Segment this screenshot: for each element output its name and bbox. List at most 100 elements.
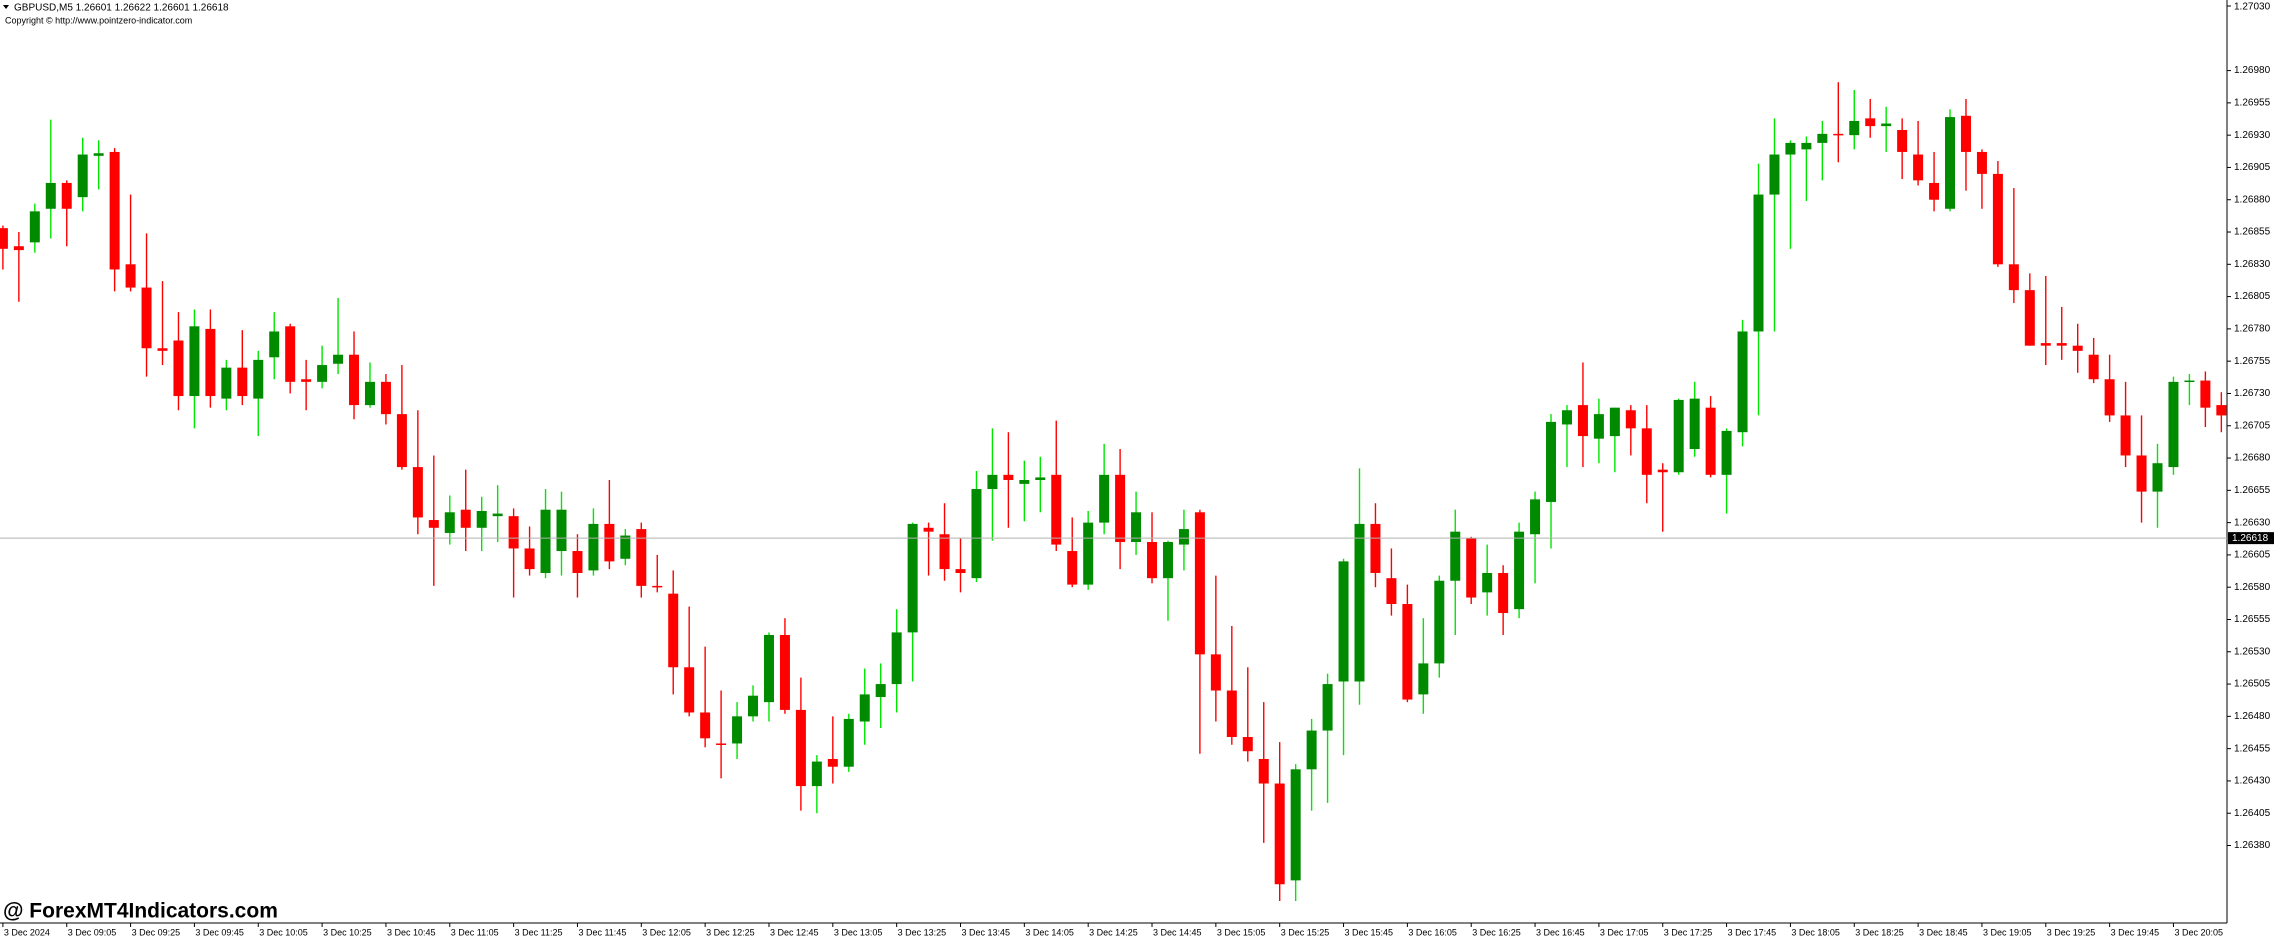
candle-body bbox=[1976, 151, 1987, 174]
candle-body bbox=[2088, 354, 2099, 380]
candle-body bbox=[1561, 410, 1572, 425]
x-tick-label: 3 Dec 13:25 bbox=[898, 927, 947, 937]
candle-body bbox=[588, 523, 599, 571]
candle-body bbox=[1178, 529, 1189, 545]
y-tick-label: 1.26855 bbox=[2234, 227, 2271, 238]
candle-body bbox=[253, 359, 264, 399]
y-tick-label: 1.26680 bbox=[2234, 453, 2271, 464]
candle-body bbox=[1290, 769, 1301, 881]
candle-body bbox=[1849, 120, 1860, 136]
candle-body bbox=[237, 367, 248, 397]
candle-body bbox=[205, 328, 216, 397]
candle-body bbox=[301, 379, 312, 382]
candle-body bbox=[1881, 123, 1892, 127]
x-tick-label: 3 Dec 16:05 bbox=[1408, 927, 1457, 937]
candle-body bbox=[364, 381, 375, 406]
x-tick-label: 3 Dec 14:45 bbox=[1153, 927, 1202, 937]
y-tick-label: 1.26730 bbox=[2234, 388, 2271, 399]
x-tick-label: 3 Dec 09:25 bbox=[132, 927, 181, 937]
watermark: @ ForexMT4Indicators.com bbox=[3, 900, 278, 923]
candle-body bbox=[13, 246, 24, 251]
candle-body bbox=[1992, 173, 2003, 265]
x-tick-label: 3 Dec 09:45 bbox=[195, 927, 244, 937]
candle-body bbox=[77, 154, 88, 198]
candle-body bbox=[1593, 414, 1604, 439]
candle-body bbox=[716, 743, 727, 745]
y-tick-label: 1.26980 bbox=[2234, 65, 2271, 76]
candle-body bbox=[189, 326, 200, 397]
candle-body bbox=[1514, 531, 1525, 610]
candle-body bbox=[827, 758, 838, 767]
candle-body bbox=[1226, 690, 1237, 738]
candle-body bbox=[572, 551, 583, 573]
candle-body bbox=[29, 211, 40, 243]
x-tick-label: 3 Dec 16:25 bbox=[1472, 927, 1521, 937]
candle-body bbox=[875, 684, 886, 697]
candle-body bbox=[2056, 343, 2067, 346]
candle-body bbox=[604, 523, 615, 562]
x-tick-label: 3 Dec 16:45 bbox=[1536, 927, 1585, 937]
candle-body bbox=[1577, 405, 1588, 437]
x-tick-label: 3 Dec 17:25 bbox=[1664, 927, 1713, 937]
copyright: Copyright © http://www.pointzero-indicat… bbox=[5, 15, 192, 25]
x-tick-label: 3 Dec 12:05 bbox=[642, 927, 691, 937]
candle-body bbox=[2136, 455, 2147, 492]
candle-body bbox=[1945, 117, 1956, 209]
candle-body bbox=[1067, 551, 1078, 585]
candle-body bbox=[396, 414, 407, 468]
candle-body bbox=[1865, 118, 1876, 127]
x-tick-label: 3 Dec 12:45 bbox=[770, 927, 819, 937]
x-tick-label: 3 Dec 11:45 bbox=[578, 927, 626, 937]
x-tick-label: 3 Dec 15:05 bbox=[1217, 927, 1266, 937]
x-tick-label: 3 Dec 17:45 bbox=[1728, 927, 1777, 937]
x-tick-label: 3 Dec 13:05 bbox=[834, 927, 883, 937]
candle-body bbox=[1960, 115, 1971, 152]
candle-body bbox=[652, 585, 663, 588]
candle-body bbox=[1609, 407, 1620, 437]
x-tick-label: 3 Dec 10:25 bbox=[323, 927, 372, 937]
candle-body bbox=[843, 718, 854, 767]
y-tick-label: 1.26480 bbox=[2234, 711, 2271, 722]
candle-body bbox=[1482, 572, 1493, 593]
candle-body bbox=[1115, 474, 1126, 542]
candle-body bbox=[460, 509, 471, 528]
candle-body bbox=[684, 667, 695, 713]
candle-body bbox=[1051, 474, 1062, 545]
candle-body bbox=[1641, 428, 1652, 475]
candle-body bbox=[1450, 531, 1461, 581]
candle-body bbox=[1913, 154, 1924, 181]
candle-body bbox=[2072, 345, 2083, 351]
candle-body bbox=[380, 381, 391, 415]
current-price-box bbox=[2228, 532, 2274, 545]
candle-body bbox=[971, 489, 982, 579]
x-tick-label: 3 Dec 15:45 bbox=[1345, 927, 1394, 937]
candle-body bbox=[109, 151, 120, 270]
candle-body bbox=[1370, 523, 1381, 573]
candle-body bbox=[1673, 399, 1684, 473]
candle-body bbox=[1194, 512, 1205, 655]
y-tick-label: 1.26580 bbox=[2234, 582, 2271, 593]
candle-body bbox=[907, 523, 918, 633]
y-tick-label: 1.26405 bbox=[2234, 808, 2271, 819]
x-tick-label: 3 Dec 17:05 bbox=[1600, 927, 1649, 937]
candle-body bbox=[1242, 737, 1253, 752]
candle-body bbox=[1418, 663, 1429, 695]
x-tick-label: 3 Dec 2024 bbox=[4, 927, 50, 937]
candle-body bbox=[269, 331, 280, 358]
x-tick-label: 3 Dec 14:05 bbox=[1025, 927, 1074, 937]
candle-body bbox=[492, 513, 503, 517]
x-tick-label: 3 Dec 09:05 bbox=[68, 927, 117, 937]
candle-body bbox=[412, 467, 423, 518]
candle-body bbox=[1003, 474, 1014, 480]
candle-body bbox=[2040, 343, 2051, 346]
dropdown-icon bbox=[3, 5, 9, 9]
candle-body bbox=[0, 228, 8, 249]
candle-body bbox=[620, 535, 631, 559]
candle-body bbox=[795, 709, 806, 787]
candle-body bbox=[1817, 133, 1828, 143]
x-tick-label: 3 Dec 18:25 bbox=[1855, 927, 1904, 937]
candle-body bbox=[1625, 410, 1636, 429]
x-tick-label: 3 Dec 12:25 bbox=[706, 927, 755, 937]
candle-body bbox=[1833, 133, 1844, 136]
candle-body bbox=[444, 512, 455, 533]
